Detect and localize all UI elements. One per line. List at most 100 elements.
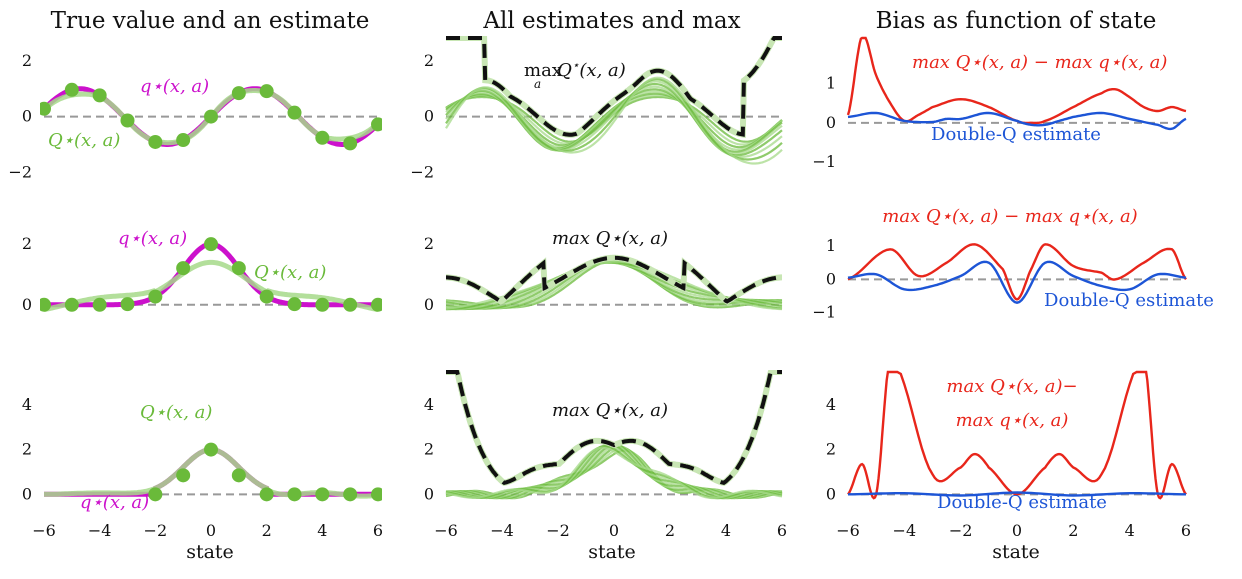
bias-line: [847, 243, 1187, 301]
sample-point: [343, 136, 358, 151]
sample-point: [92, 297, 107, 312]
panel-all-estimates-row2: 02: [424, 234, 783, 314]
estimate-line: [445, 78, 783, 161]
y-tick-label: −2: [8, 162, 32, 181]
xlabel-col3: state: [992, 541, 1040, 563]
sample-point: [204, 442, 218, 457]
sample-point: [259, 84, 274, 99]
sample-point: [231, 86, 246, 101]
y-tick-label: 2: [826, 440, 836, 459]
panel-bias-row3: 0 2 4 −6 −4 −2 0 2 4 6: [826, 370, 1191, 540]
x-tick-label: −4: [893, 521, 917, 540]
sample-point: [120, 297, 135, 312]
y-tick-label: 0: [424, 295, 434, 314]
sample-point: [120, 113, 135, 128]
sample-point: [148, 134, 163, 149]
y-tick-label: 2: [22, 234, 32, 253]
double-q-line: [847, 260, 1187, 304]
sample-point: [40, 297, 51, 312]
label-true-value-row3: q⋆(x, a): [80, 492, 149, 513]
y-tick-label: 1: [826, 236, 836, 255]
x-tick-label: 6: [777, 521, 787, 540]
sample-point: [315, 487, 330, 502]
column-title-2: All estimates and max: [482, 8, 740, 34]
sample-point: [176, 468, 191, 483]
x-tick-label: 6: [1181, 521, 1191, 540]
label-estimate-row3: Q⋆(x, a): [140, 402, 212, 423]
label-estimate-row1: Q⋆(x, a): [48, 130, 120, 151]
y-tick-label: 0: [22, 484, 32, 503]
x-tick-label: 2: [262, 521, 272, 540]
double-q-line: [847, 111, 1187, 131]
sample-point: [231, 468, 246, 483]
y-tick-label: 4: [424, 395, 434, 414]
sample-point: [371, 117, 382, 132]
y-tick-label: −1: [812, 303, 836, 322]
sample-point: [259, 289, 274, 304]
sample-point: [371, 297, 382, 312]
y-tick-label: −1: [812, 152, 836, 171]
x-tick-label: 0: [609, 521, 619, 540]
sample-point: [92, 88, 107, 103]
plot-area: [40, 82, 382, 151]
sample-point: [287, 105, 302, 120]
xlabel-col1: state: [186, 541, 234, 563]
true-value-line: [44, 241, 378, 308]
x-tick-label: 4: [721, 521, 731, 540]
label-estimate-row2: Q⋆(x, a): [254, 262, 326, 283]
max-line: [446, 370, 782, 485]
column-title-1: True value and an estimate: [51, 8, 370, 34]
panel-true-vs-estimate-row2: 02: [22, 234, 382, 314]
sample-point: [315, 297, 330, 312]
panel-all-estimates-row1: −2 0 2: [410, 36, 783, 181]
x-tick-label: −6: [32, 521, 56, 540]
label-bias-row2: max Q⋆(x, a) − max q⋆(x, a): [882, 206, 1137, 227]
label-true-value-row1: q⋆(x, a): [140, 76, 209, 97]
x-tick-label: −6: [434, 521, 458, 540]
sample-point: [343, 297, 358, 312]
bias-line: [846, 36, 1187, 125]
sample-point: [204, 237, 218, 252]
label-max-row1: max aQ⋆(x, a): [524, 58, 626, 91]
sample-point: [176, 261, 191, 276]
y-tick-label: 2: [22, 440, 32, 459]
plot-area: [445, 254, 783, 311]
plot-area: [40, 237, 382, 313]
x-tick-label: 2: [1068, 521, 1078, 540]
y-tick-label: 2: [424, 234, 434, 253]
max-line-halo: [446, 254, 782, 305]
y-tick-label: 2: [22, 51, 32, 70]
sample-point: [371, 487, 382, 502]
panel-true-vs-estimate-row3: 0 2 4 −6 −4 −2 0 2 4 6: [22, 395, 383, 540]
plot-area: [847, 370, 1187, 500]
label-max-row3: max Q⋆(x, a): [552, 400, 668, 421]
x-tick-label: 4: [1125, 521, 1135, 540]
y-tick-label: 4: [826, 395, 836, 414]
panel-bias-row2: −1 0 1: [812, 236, 1187, 322]
y-tick-label: 0: [424, 484, 434, 503]
max-line: [446, 36, 782, 137]
x-tick-label: −2: [949, 521, 973, 540]
y-tick-label: 0: [826, 269, 836, 288]
y-tick-label: 4: [22, 395, 32, 414]
plot-area: [44, 442, 382, 502]
x-tick-label: −2: [144, 521, 168, 540]
sample-point: [148, 487, 163, 502]
y-tick-label: 2: [424, 440, 434, 459]
max-line: [446, 255, 782, 304]
estimate-line: [445, 446, 783, 500]
sample-point: [40, 101, 51, 116]
label-double-q-row1: Double-Q estimate: [931, 124, 1101, 145]
sample-point: [148, 289, 163, 304]
label-bias-row3-line1: max Q⋆(x, a)−: [946, 376, 1077, 397]
x-tick-label: 0: [206, 521, 216, 540]
label-max-row2: max Q⋆(x, a): [552, 228, 668, 249]
double-q-line: [848, 491, 1186, 497]
sample-point: [259, 487, 274, 502]
plot-area: [846, 36, 1187, 131]
y-tick-label: 1: [826, 73, 836, 92]
x-tick-label: 0: [1012, 521, 1022, 540]
plot-area: [847, 243, 1187, 304]
x-tick-label: −4: [88, 521, 112, 540]
x-tick-label: 6: [373, 521, 383, 540]
